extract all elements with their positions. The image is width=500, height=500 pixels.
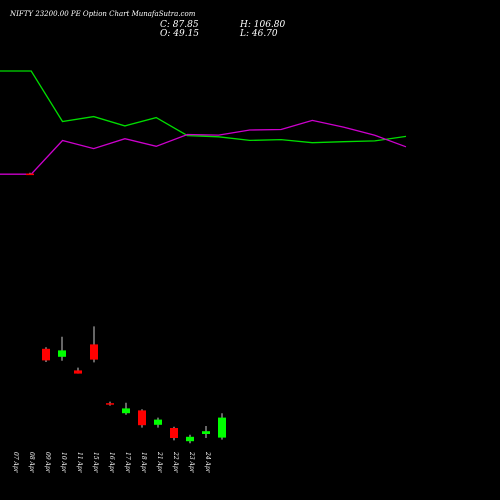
- candle-body: [42, 348, 50, 361]
- candle-body: [186, 436, 194, 442]
- candle-body: [74, 370, 82, 374]
- candle-body: [202, 431, 210, 434]
- candle: [122, 402, 130, 415]
- candle: [42, 347, 50, 362]
- green-indicator-line: [0, 70, 407, 144]
- x-tick-label: 15 Apr: [92, 452, 99, 474]
- candle-body: [26, 173, 34, 176]
- x-tick-label: 11 Apr: [76, 452, 83, 474]
- candle: [170, 426, 178, 441]
- x-tick-label: 17 Apr: [124, 452, 131, 474]
- x-tick-label: 09 Apr: [44, 452, 51, 474]
- candle-body: [122, 408, 130, 414]
- low-price-label: L: 46.70: [240, 29, 278, 39]
- x-tick-label: 16 Apr: [108, 452, 115, 474]
- x-tick-label: 08 Apr: [28, 452, 35, 474]
- candle-body: [218, 417, 226, 438]
- candle-body: [58, 350, 66, 357]
- high-price-label: H: 106.80: [240, 20, 286, 30]
- candle: [218, 413, 226, 440]
- x-tick-label: 22 Apr: [172, 451, 179, 474]
- magenta-indicator-line: [0, 119, 407, 175]
- candle: [202, 426, 210, 438]
- candle: [186, 434, 194, 444]
- candle-body: [154, 419, 162, 425]
- close-price-label: C: 87.85: [160, 20, 199, 30]
- x-axis-labels: 07 Apr 08 Apr 09 Apr 10 Apr 11 Apr 15 Apr 16 A…: [12, 451, 211, 474]
- indicator-lines: [0, 70, 407, 175]
- x-tick-label: 07 Apr: [12, 452, 19, 474]
- x-tick-label: 10 Apr: [60, 452, 67, 474]
- candle: [90, 326, 98, 363]
- candle: [74, 367, 82, 374]
- candle: [138, 409, 146, 428]
- candle: [58, 336, 66, 361]
- x-tick-label: 18 Apr: [140, 452, 147, 474]
- candle-body: [106, 403, 114, 405]
- candle-body: [90, 344, 98, 360]
- candle: [106, 401, 114, 406]
- x-tick-label: 21 Apr: [156, 451, 163, 474]
- candlesticks: [26, 172, 226, 444]
- x-tick-label: 23 Apr: [188, 451, 195, 474]
- candle: [154, 417, 162, 428]
- open-price-label: O: 49.15: [160, 29, 200, 39]
- chart-title: NIFTY 23200.00 PE Option Chart MunafaSut…: [10, 10, 196, 18]
- candle: [26, 172, 34, 176]
- x-tick-label: 24 Apr: [204, 451, 211, 474]
- candle-body: [170, 428, 178, 438]
- candle-body: [138, 410, 146, 426]
